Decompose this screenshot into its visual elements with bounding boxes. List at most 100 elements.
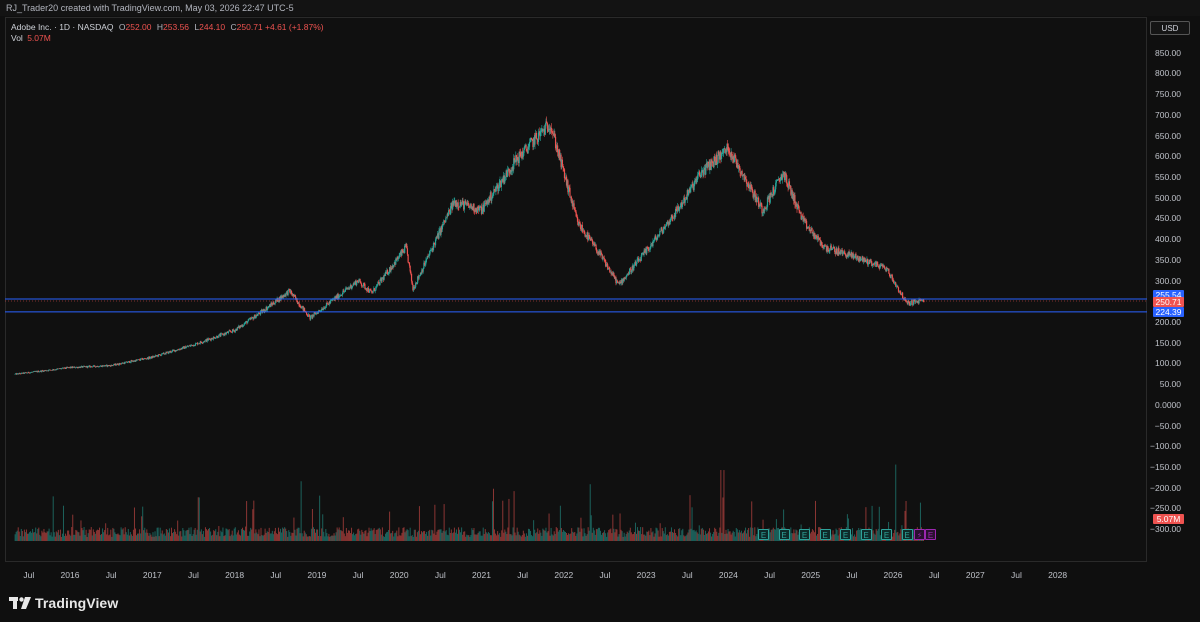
- candle-body: [757, 197, 760, 207]
- time-tick-label: 2023: [636, 570, 656, 580]
- candle-body: [712, 162, 714, 168]
- candle-body: [86, 366, 88, 368]
- candle-body: [163, 352, 165, 355]
- candle-body: [203, 341, 205, 343]
- candle-body: [269, 304, 271, 307]
- candle-body: [572, 201, 574, 207]
- candle-body: [547, 128, 549, 132]
- candle-body: [677, 206, 679, 212]
- candle-body: [640, 255, 642, 261]
- upcoming-earnings-marker[interactable]: E: [925, 529, 936, 540]
- volume-bar: [424, 531, 426, 541]
- candle-body: [84, 366, 86, 368]
- candle-body: [72, 366, 74, 368]
- candle-body: [734, 154, 736, 158]
- candle-body: [641, 253, 643, 256]
- candle-body: [141, 358, 143, 359]
- candle-body: [63, 367, 66, 369]
- volume-bar: [60, 536, 62, 541]
- candle-body: [713, 156, 715, 168]
- volume-bar: [670, 527, 672, 541]
- candle-body: [94, 366, 96, 368]
- symbol-title[interactable]: Adobe Inc. · 1D · NASDAQ: [11, 22, 114, 32]
- candle-body: [216, 336, 218, 338]
- candle-body: [503, 175, 505, 183]
- candle-body: [727, 146, 729, 152]
- price-axis[interactable]: 850.00 800.00 750.00 700.00 650.00 600.00 550.…: [1147, 17, 1200, 562]
- candle-body: [46, 370, 48, 372]
- tradingview-logo[interactable]: TradingView: [9, 594, 118, 612]
- volume-bar: [202, 530, 204, 541]
- time-tick-label: 2022: [554, 570, 574, 580]
- volume-bar: [405, 530, 407, 541]
- volume-bar: [831, 534, 833, 541]
- candle-body: [425, 259, 427, 264]
- candle-body: [322, 309, 324, 311]
- candle-body: [426, 258, 428, 260]
- volume-bar: [78, 532, 80, 541]
- candle-body: [880, 264, 882, 266]
- candle-body: [776, 180, 778, 181]
- candle-body: [165, 352, 167, 355]
- currency-button[interactable]: USD: [1150, 21, 1190, 35]
- candle-body: [794, 195, 796, 205]
- earnings-marker[interactable]: E: [901, 529, 913, 540]
- candle-body: [844, 252, 846, 254]
- candle-body: [345, 288, 347, 290]
- candle-body: [387, 273, 389, 275]
- candle-body: [325, 302, 328, 307]
- volume-bar: [583, 528, 585, 541]
- candle-body: [664, 227, 666, 229]
- candle-body: [660, 227, 662, 232]
- candle-body: [497, 184, 499, 191]
- candle-body: [292, 294, 295, 297]
- earnings-marker[interactable]: E: [799, 529, 810, 540]
- earnings-marker[interactable]: E: [860, 529, 872, 540]
- volume-bar: [126, 534, 128, 541]
- candle-body: [478, 206, 481, 211]
- candle-body: [456, 202, 459, 207]
- earnings-marker[interactable]: E: [758, 529, 769, 540]
- candle-body: [871, 261, 873, 266]
- candle-body: [140, 358, 142, 360]
- candle-body: [725, 149, 727, 153]
- candle-body: [566, 180, 568, 186]
- candle-body: [190, 345, 192, 347]
- candle-body: [600, 252, 602, 256]
- volume-bar: [643, 534, 645, 541]
- volume-bar: [858, 527, 860, 541]
- candle-body: [867, 263, 869, 265]
- earnings-marker[interactable]: E: [840, 529, 851, 540]
- candle-body: [779, 177, 782, 181]
- chart-pane[interactable]: [5, 17, 1147, 562]
- candle-body: [307, 315, 309, 317]
- candle-body: [693, 182, 695, 191]
- candle-body: [665, 224, 667, 227]
- price-tick-label: 350.00: [1155, 254, 1181, 265]
- earnings-marker[interactable]: E: [819, 529, 831, 540]
- volume-label: Vol: [11, 33, 23, 43]
- earnings-marker[interactable]: E: [881, 529, 892, 540]
- candle-body: [74, 367, 77, 369]
- time-axis[interactable]: Jul 2016 Jul 2017 Jul 2018 Jul 2019 Jul 2020 Jul 20…: [5, 562, 1147, 584]
- candle-body: [530, 137, 532, 142]
- candle-body: [350, 284, 352, 289]
- candle-body: [401, 249, 403, 256]
- split-marker[interactable]: ⚡: [914, 529, 925, 540]
- volume-bar: [812, 530, 814, 541]
- candle-body: [354, 282, 356, 285]
- earnings-marker[interactable]: E: [778, 529, 790, 540]
- candle-body: [247, 319, 249, 322]
- candle-body: [733, 156, 735, 162]
- volume-bar: [168, 528, 170, 541]
- volume-bar: [816, 535, 818, 541]
- price-chart-canvas[interactable]: [5, 17, 1147, 562]
- candle-body: [920, 300, 922, 301]
- volume-bar: [315, 532, 317, 541]
- close-value: 250.71 +4.61 (+1.87%): [236, 22, 324, 32]
- volume-bar: [855, 536, 857, 541]
- candle-body: [707, 161, 710, 164]
- candle-body: [658, 234, 660, 236]
- candle-body: [123, 362, 125, 364]
- candle-body: [656, 237, 658, 240]
